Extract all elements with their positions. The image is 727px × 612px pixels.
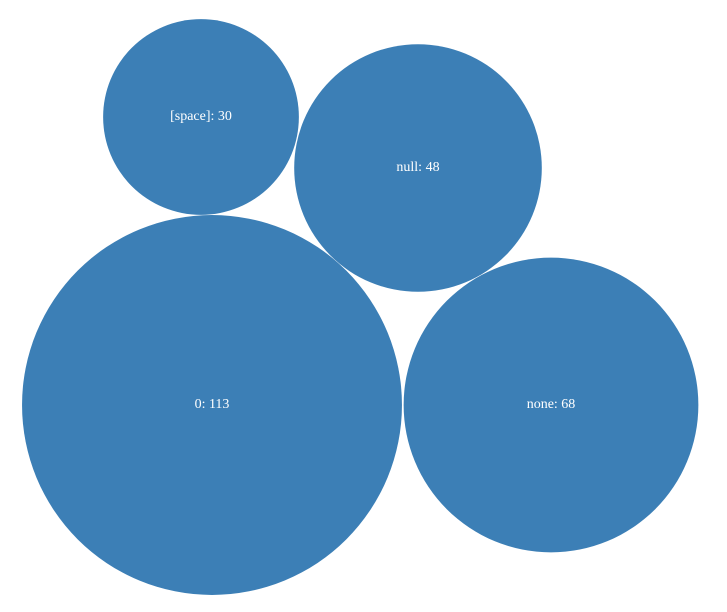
bubble-label: 0: 113 <box>195 397 230 412</box>
bubble-label: null: 48 <box>396 160 439 175</box>
bubble <box>103 19 299 215</box>
bubble <box>294 44 542 292</box>
bubble-label: [space]: 30 <box>170 109 232 124</box>
bubble <box>403 257 699 553</box>
bubble-label: none: 68 <box>527 397 576 412</box>
bubble <box>22 215 402 595</box>
